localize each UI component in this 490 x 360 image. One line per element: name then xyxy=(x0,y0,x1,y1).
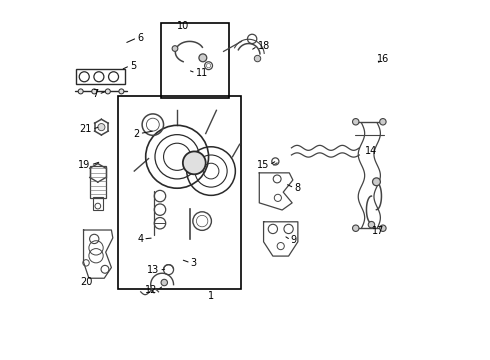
Bar xyxy=(90,166,106,198)
Circle shape xyxy=(119,89,124,94)
Text: 21: 21 xyxy=(80,124,92,134)
Circle shape xyxy=(352,118,359,125)
Text: 4: 4 xyxy=(137,234,143,244)
Circle shape xyxy=(380,118,386,125)
Text: 10: 10 xyxy=(177,21,190,31)
Circle shape xyxy=(105,89,110,94)
Circle shape xyxy=(368,221,375,228)
Text: 13: 13 xyxy=(147,265,159,275)
Bar xyxy=(161,23,229,98)
Circle shape xyxy=(161,279,168,286)
Circle shape xyxy=(98,123,105,131)
Text: 17: 17 xyxy=(372,226,384,236)
Text: 11: 11 xyxy=(196,68,208,78)
Text: 18: 18 xyxy=(258,41,270,51)
Text: 3: 3 xyxy=(191,258,197,268)
Text: 15: 15 xyxy=(257,160,270,170)
Text: 19: 19 xyxy=(78,160,91,170)
Circle shape xyxy=(380,225,386,231)
Circle shape xyxy=(92,89,97,94)
Circle shape xyxy=(254,55,261,62)
Text: 14: 14 xyxy=(365,147,377,157)
Text: 12: 12 xyxy=(145,285,157,295)
Circle shape xyxy=(183,152,206,174)
Text: 6: 6 xyxy=(137,33,143,43)
Bar xyxy=(118,96,242,289)
Bar xyxy=(76,69,124,84)
Circle shape xyxy=(352,225,359,231)
Text: 20: 20 xyxy=(80,277,92,287)
Text: 5: 5 xyxy=(130,61,136,71)
Circle shape xyxy=(172,46,178,51)
Text: 16: 16 xyxy=(377,54,390,64)
Text: 7: 7 xyxy=(92,89,98,99)
Text: 1: 1 xyxy=(207,291,214,301)
Text: 9: 9 xyxy=(291,235,297,245)
Text: 8: 8 xyxy=(294,183,300,193)
Circle shape xyxy=(199,54,207,62)
Text: 2: 2 xyxy=(133,129,140,139)
Circle shape xyxy=(372,178,380,186)
Circle shape xyxy=(78,89,83,94)
Bar xyxy=(93,197,103,210)
